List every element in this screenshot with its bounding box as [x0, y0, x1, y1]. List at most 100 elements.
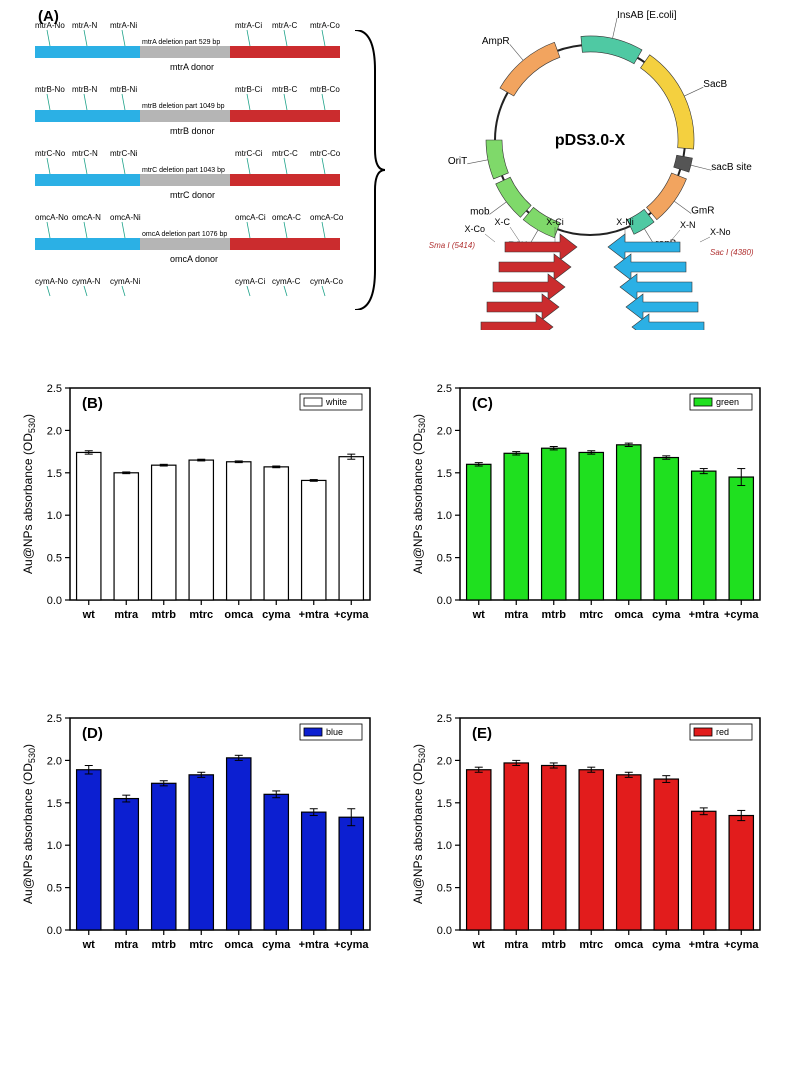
svg-text:(E): (E): [472, 725, 492, 742]
svg-text:omca: omca: [224, 939, 254, 951]
svg-text:1.5: 1.5: [47, 468, 62, 480]
svg-text:blue: blue: [326, 727, 343, 737]
svg-text:1.0: 1.0: [47, 840, 62, 852]
bar-cyma: [264, 794, 288, 930]
bar-mtra: [114, 799, 138, 930]
svg-text:mtrC-N: mtrC-N: [72, 149, 98, 158]
chart-b: 0.00.51.01.52.02.5wtmtramtrbmtrcomcacyma…: [15, 370, 385, 650]
bar-mtrb: [152, 783, 176, 930]
svg-text:+cyma: +cyma: [334, 609, 369, 621]
svg-text:sacB site: sacB site: [711, 162, 752, 173]
svg-text:mtra: mtra: [114, 609, 139, 621]
svg-text:cyma: cyma: [262, 939, 291, 951]
svg-text:mtrA-Ci: mtrA-Ci: [235, 21, 262, 30]
svg-text:omcA-No: omcA-No: [35, 213, 69, 222]
svg-text:Au@NPs absorbance (OD530): Au@NPs absorbance (OD530): [411, 744, 427, 904]
svg-text:wt: wt: [472, 609, 486, 621]
bar-wt: [467, 464, 491, 600]
bar-mtrc: [579, 452, 603, 600]
svg-text:cymA-Ci: cymA-Ci: [235, 277, 265, 286]
svg-text:mob: mob: [470, 206, 490, 217]
bar-mtrb: [542, 765, 566, 930]
bar-mtrc: [189, 775, 213, 930]
svg-text:mtrA-No: mtrA-No: [35, 21, 65, 30]
svg-text:mtrA-C: mtrA-C: [272, 21, 298, 30]
svg-text:mtrB donor: mtrB donor: [170, 126, 215, 136]
svg-text:green: green: [716, 397, 739, 407]
svg-text:mtrb: mtrb: [152, 939, 177, 951]
svg-text:mtrB-N: mtrB-N: [72, 85, 98, 94]
svg-text:mtrC-No: mtrC-No: [35, 149, 66, 158]
plasmid-map: AmpRInsAB [E.coli]SacBsacB siteGmRrepBR6…: [380, 10, 780, 330]
svg-text:cyma: cyma: [652, 609, 681, 621]
svg-text:+mtra: +mtra: [689, 939, 720, 951]
svg-text:X-Ni: X-Ni: [616, 217, 634, 227]
bar-mtrc: [579, 770, 603, 930]
bar-cyma: [654, 779, 678, 930]
svg-text:2.5: 2.5: [47, 713, 62, 725]
svg-text:mtrA donor: mtrA donor: [170, 62, 214, 72]
svg-text:2.5: 2.5: [437, 713, 452, 725]
bar-mtrb: [542, 448, 566, 600]
svg-text:0.5: 0.5: [437, 553, 452, 565]
bar-wt: [467, 770, 491, 930]
bar-omca: [617, 445, 641, 600]
svg-text:mtrA-Co: mtrA-Co: [310, 21, 340, 30]
bar-+cyma: [339, 457, 363, 600]
svg-text:Sac I (4380): Sac I (4380): [710, 248, 754, 257]
svg-text:mtrA-Ni: mtrA-Ni: [110, 21, 137, 30]
svg-text:+mtra: +mtra: [299, 939, 330, 951]
svg-text:X-No: X-No: [710, 227, 731, 237]
svg-text:mtrC-Ni: mtrC-Ni: [110, 149, 138, 158]
bar-+mtra: [692, 471, 716, 600]
bar-mtra: [504, 763, 528, 930]
svg-text:1.0: 1.0: [437, 840, 452, 852]
svg-text:omcA donor: omcA donor: [170, 254, 218, 264]
svg-text:+mtra: +mtra: [689, 609, 720, 621]
svg-text:wt: wt: [82, 609, 96, 621]
svg-text:0.5: 0.5: [47, 553, 62, 565]
svg-text:mtrC deletion part 1043 bp: mtrC deletion part 1043 bp: [142, 167, 225, 174]
svg-text:mtrB-No: mtrB-No: [35, 85, 65, 94]
bar-+mtra: [302, 480, 326, 600]
svg-text:(C): (C): [472, 395, 493, 412]
svg-text:InsAB [E.coli]: InsAB [E.coli]: [617, 10, 677, 21]
bar-wt: [77, 452, 101, 600]
bar-cyma: [264, 467, 288, 600]
svg-text:1.0: 1.0: [437, 510, 452, 522]
bar-omca: [227, 758, 251, 930]
svg-text:+cyma: +cyma: [334, 939, 369, 951]
svg-text:cymA-N: cymA-N: [72, 277, 101, 286]
svg-text:omcA-Ni: omcA-Ni: [110, 213, 141, 222]
svg-text:+mtra: +mtra: [299, 609, 330, 621]
svg-text:red: red: [716, 727, 729, 737]
svg-text:omca: omca: [614, 609, 644, 621]
svg-text:wt: wt: [82, 939, 96, 951]
svg-text:1.5: 1.5: [437, 468, 452, 480]
bar-omca: [227, 462, 251, 600]
bar-+cyma: [339, 817, 363, 930]
bar-+mtra: [692, 811, 716, 930]
svg-text:wt: wt: [472, 939, 486, 951]
chart-d: 0.00.51.01.52.02.5wtmtramtrbmtrcomcacyma…: [15, 700, 385, 980]
svg-text:X-N: X-N: [680, 220, 696, 230]
svg-text:SacB: SacB: [703, 79, 727, 90]
svg-text:GmR: GmR: [691, 205, 714, 216]
svg-text:mtrb: mtrb: [152, 609, 177, 621]
svg-text:0.0: 0.0: [47, 925, 62, 937]
svg-text:mtrB deletion part 1049 bp: mtrB deletion part 1049 bp: [142, 103, 225, 110]
svg-text:cymA-Ni: cymA-Ni: [110, 277, 140, 286]
svg-text:mtrA deletion part 529 bp: mtrA deletion part 529 bp: [142, 39, 220, 46]
bar-mtra: [114, 473, 138, 600]
svg-text:cyma: cyma: [262, 609, 291, 621]
svg-text:1.5: 1.5: [47, 798, 62, 810]
svg-text:(B): (B): [82, 395, 103, 412]
bar-mtrb: [152, 465, 176, 600]
svg-text:mtrc: mtrc: [579, 939, 603, 951]
svg-text:2.0: 2.0: [47, 755, 62, 767]
svg-text:0.0: 0.0: [437, 595, 452, 607]
svg-text:2.0: 2.0: [47, 425, 62, 437]
svg-text:+cyma: +cyma: [724, 609, 759, 621]
svg-text:Au@NPs absorbance (OD530): Au@NPs absorbance (OD530): [21, 744, 37, 904]
svg-text:0.5: 0.5: [437, 883, 452, 895]
